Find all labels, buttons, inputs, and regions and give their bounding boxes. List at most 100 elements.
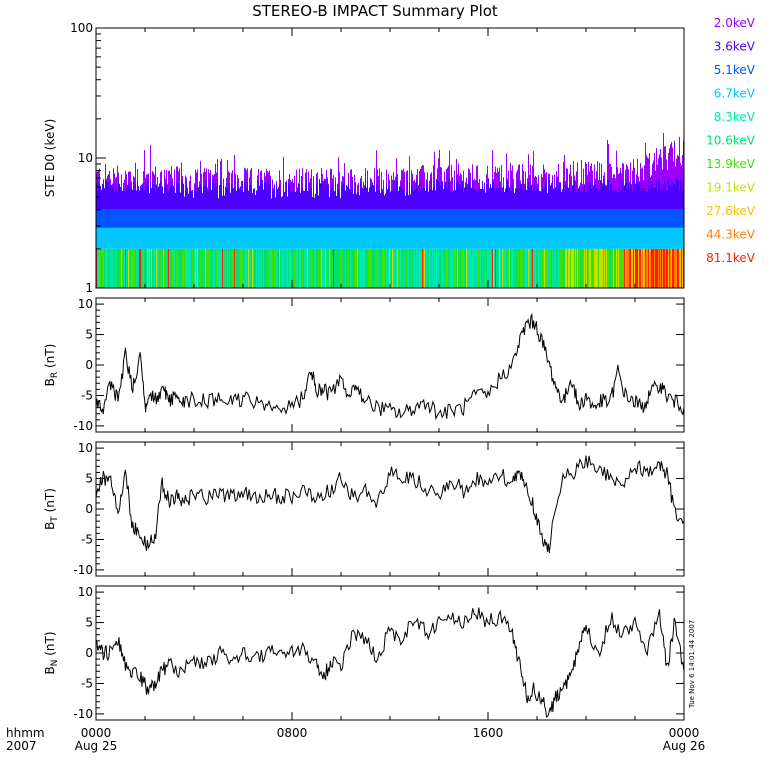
ste-spectrum-bar — [461, 227, 462, 249]
ste-spectrum-bar — [651, 184, 652, 210]
ste-spectrum-bar — [434, 248, 435, 288]
ste-spectrum-bar — [190, 209, 191, 228]
ste-spectrum-bar — [255, 227, 256, 249]
ste-spectrum-bar — [401, 227, 402, 249]
ste-spectrum-bar — [419, 170, 420, 184]
ste-spectrum-bar — [190, 191, 191, 210]
ste-spectrum-bar — [518, 227, 519, 249]
ste-spectrum-bar — [170, 185, 171, 210]
ste-spectrum-bar — [457, 209, 458, 228]
ste-spectrum-bar — [567, 209, 568, 228]
ste-spectrum-bar — [122, 209, 123, 228]
ste-spectrum-bar — [476, 248, 477, 288]
ste-spectrum-bar — [539, 209, 540, 228]
ste-spectrum-bar — [360, 248, 361, 288]
ste-spectrum-bar — [605, 185, 606, 210]
ste-spectrum-bar — [159, 248, 160, 288]
ste-spectrum-bar — [228, 209, 229, 228]
ste-spectrum-bar — [199, 181, 200, 185]
ste-spectrum-bar — [318, 227, 319, 249]
ste-spectrum-bar — [211, 248, 212, 288]
ste-spectrum-bar — [200, 209, 201, 228]
ste-spectrum-bar — [559, 209, 560, 228]
ste-spectrum-bar — [170, 248, 171, 288]
ste-spectrum-bar — [123, 209, 124, 228]
ste-spectrum-bar — [578, 209, 579, 228]
ste-spectrum-bar — [531, 248, 532, 288]
ste-spectrum-bar — [102, 248, 103, 288]
ste-spectrum-bar — [606, 227, 607, 249]
ste-spectrum-bar — [651, 227, 652, 249]
ste-spectrum-bar — [634, 167, 635, 182]
ste-spectrum-bar — [676, 209, 677, 228]
ste-spectrum-bar — [605, 227, 606, 249]
ste-spectrum-bar — [199, 184, 200, 210]
ste-spectrum-bar — [372, 182, 373, 210]
ste-spectrum-bar — [192, 209, 193, 228]
ste-spectrum-bar — [313, 183, 314, 210]
ste-spectrum-bar — [455, 209, 456, 228]
ste-spectrum-bar — [151, 248, 152, 288]
ste-spectrum-bar — [175, 227, 176, 249]
ste-spectrum-bar — [405, 227, 406, 249]
ste-spectrum-bar — [329, 248, 330, 288]
ste-spectrum-bar — [182, 180, 183, 210]
ste-spectrum-bar — [421, 209, 422, 228]
ste-spectrum-bar — [206, 209, 207, 228]
ste-spectrum-bar — [335, 177, 336, 182]
ste-spectrum-bar — [441, 181, 442, 210]
ste-spectrum-bar — [508, 227, 509, 249]
ste-spectrum-bar — [672, 184, 673, 210]
ste-spectrum-bar — [312, 248, 313, 288]
ste-spectrum-bar — [246, 227, 247, 249]
ste-spectrum-bar — [420, 248, 421, 288]
ste-spectrum-bar — [133, 248, 134, 288]
ste-spectrum-bar — [368, 227, 369, 249]
ste-spectrum-bar — [328, 185, 329, 210]
ste-spectrum-bar — [108, 227, 109, 249]
ste-spectrum-bar — [501, 227, 502, 249]
ste-spectrum-bar — [665, 227, 666, 249]
ste-spectrum-bar — [235, 248, 236, 288]
ste-spectrum-bar — [321, 227, 322, 249]
ste-spectrum-bar — [342, 184, 343, 210]
ste-spectrum-bar — [244, 248, 245, 288]
ste-spectrum-bar — [292, 209, 293, 228]
ste-spectrum-bar — [166, 209, 167, 228]
ste-spectrum-bar — [215, 178, 216, 210]
br-y-tick-label: -10 — [73, 419, 93, 433]
ste-spectrum-bar — [153, 248, 154, 288]
ste-spectrum-bar — [288, 182, 289, 210]
ste-spectrum-bar — [468, 168, 469, 179]
ste-spectrum-bar — [99, 168, 100, 184]
ste-spectrum-bar — [331, 168, 332, 185]
ste-spectrum-bar — [139, 227, 140, 249]
ste-spectrum-bar — [552, 209, 553, 228]
ste-spectrum-bar — [603, 175, 604, 179]
ste-spectrum-bar — [424, 187, 425, 210]
ste-spectrum-bar — [315, 248, 316, 288]
ste-spectrum-bar — [654, 152, 655, 189]
ste-spectrum-bar — [140, 248, 141, 288]
ste-spectrum-bar — [493, 179, 494, 182]
ste-spectrum-bar — [316, 227, 317, 249]
bt-y-tick-label: 5 — [85, 472, 93, 486]
ste-spectrum-bar — [228, 189, 229, 210]
ste-spectrum-bar — [532, 209, 533, 228]
ste-spectrum-bar — [366, 187, 367, 210]
ste-spectrum-bar — [436, 248, 437, 288]
ste-spectrum-bar — [143, 248, 144, 288]
ste-spectrum-bar — [394, 248, 395, 288]
ste-spectrum-bar — [527, 178, 528, 190]
ste-spectrum-bar — [666, 189, 667, 210]
ste-spectrum-bar — [280, 190, 281, 210]
legend-entry: 10.6keV — [706, 134, 756, 148]
ste-spectrum-bar — [217, 227, 218, 249]
ste-spectrum-bar — [451, 164, 452, 187]
ste-spectrum-bar — [170, 209, 171, 228]
ste-spectrum-bar — [442, 227, 443, 249]
ste-spectrum-bar — [519, 187, 520, 210]
ste-spectrum-bar — [307, 209, 308, 228]
ste-spectrum-bar — [507, 248, 508, 288]
